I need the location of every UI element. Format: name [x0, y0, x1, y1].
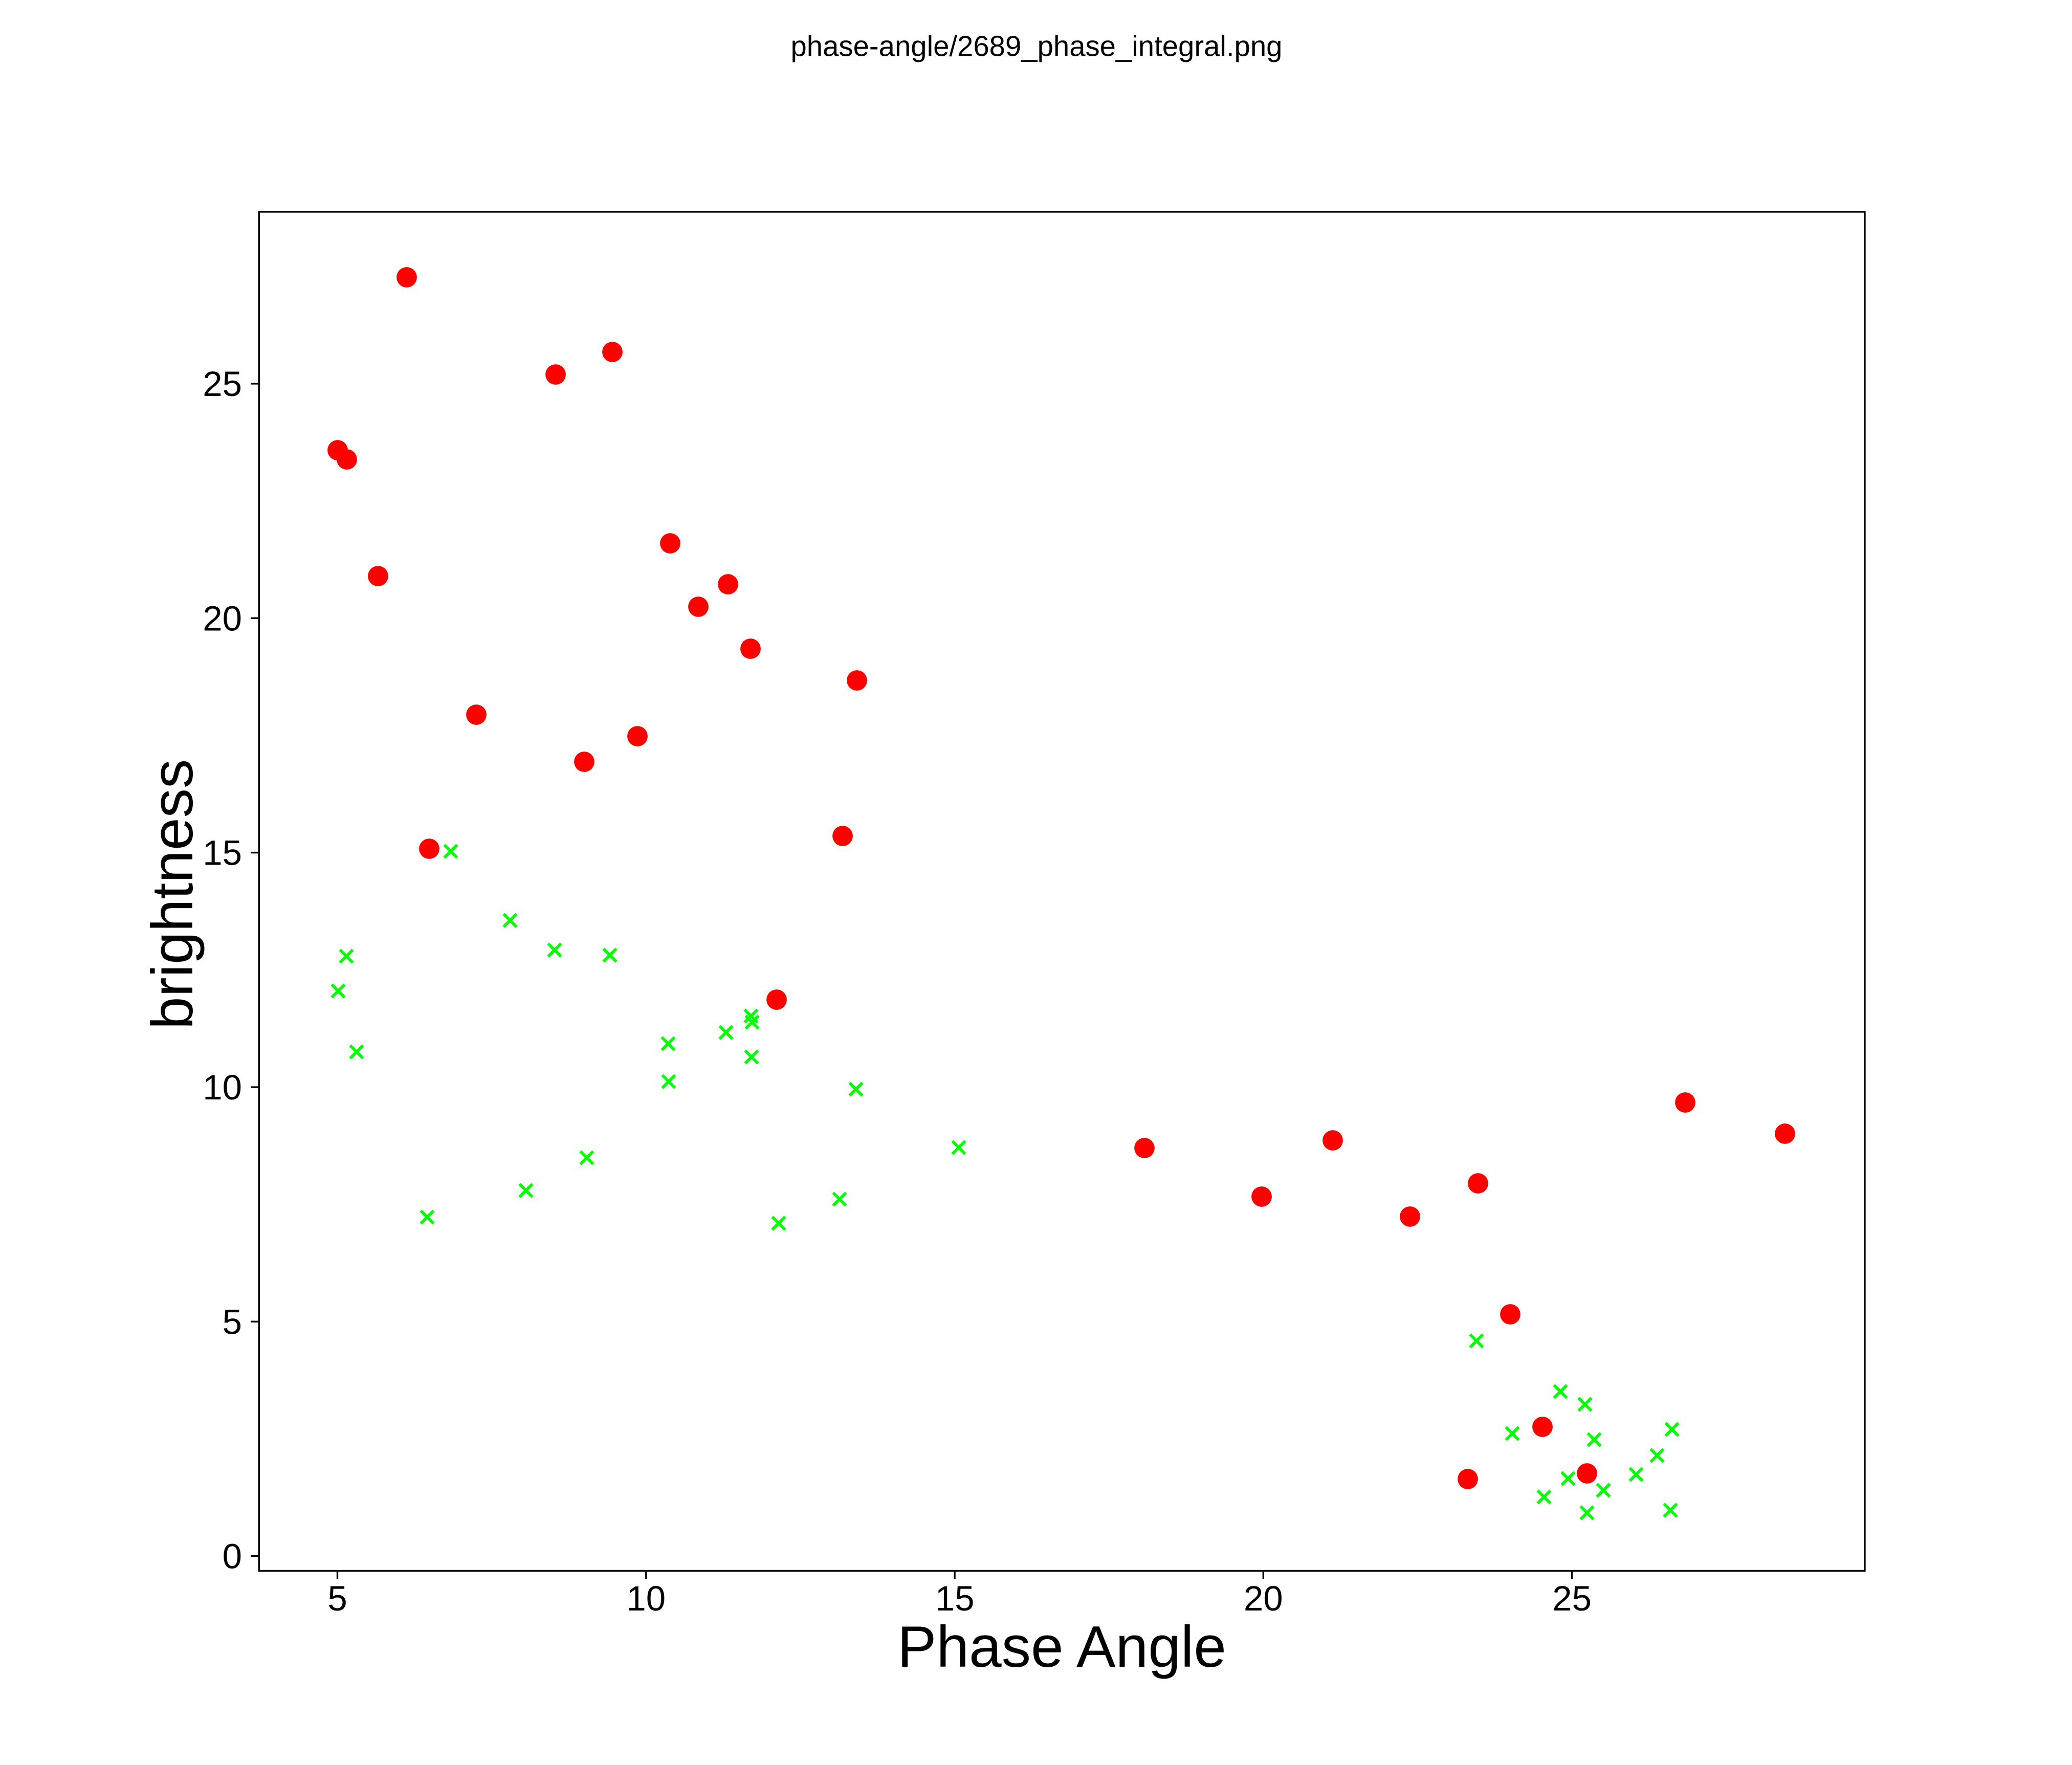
svg-text:10: 10 [626, 1579, 666, 1618]
svg-text:5: 5 [223, 1302, 242, 1341]
svg-text:15: 15 [203, 833, 242, 873]
svg-text:25: 25 [203, 364, 242, 404]
svg-text:Phase Angle: Phase Angle [897, 1614, 1226, 1680]
svg-text:phase-angle/2689_phase_integra: phase-angle/2689_phase_integral.png [791, 30, 1283, 62]
svg-text:20: 20 [1244, 1579, 1283, 1618]
svg-text:15: 15 [935, 1579, 975, 1618]
svg-text:10: 10 [203, 1068, 242, 1107]
svg-text:0: 0 [223, 1537, 242, 1576]
svg-text:5: 5 [327, 1579, 347, 1618]
svg-text:25: 25 [1552, 1579, 1592, 1618]
svg-text:brightness: brightness [140, 759, 205, 1029]
svg-text:20: 20 [203, 599, 242, 638]
